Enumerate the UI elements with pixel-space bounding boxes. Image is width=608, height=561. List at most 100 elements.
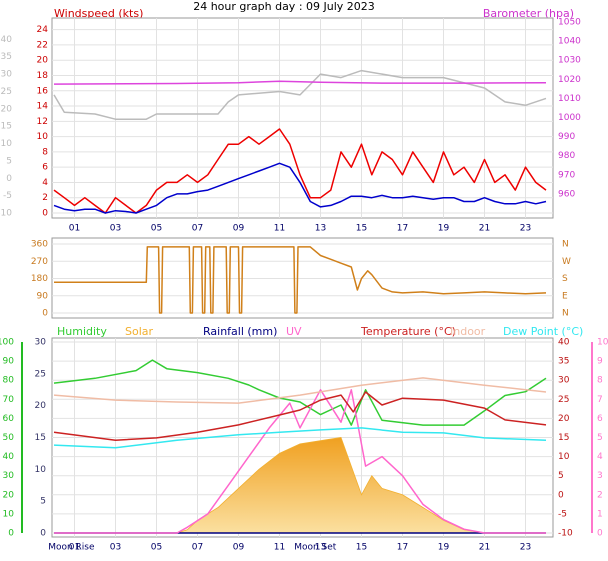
y-tick-label: 5 [558, 471, 564, 481]
x-tick-label: 13 [315, 543, 326, 553]
legend-label: Rainfall (mm) [203, 325, 277, 338]
y-tick-label: 20 [558, 414, 570, 424]
y-tick-label: 4 [42, 178, 48, 188]
legend-label: Temperature (°C) [360, 325, 456, 338]
line [54, 389, 546, 534]
line [53, 80, 547, 85]
line [54, 246, 547, 314]
y-tick-label: 15 [1, 122, 12, 132]
y-tick-label: 30 [35, 338, 47, 348]
y-tick-label: 16 [37, 86, 49, 96]
y-tick-label: 22 [37, 40, 48, 50]
y-tick-label: -5 [558, 509, 567, 519]
y-tick-label: 25 [1, 87, 12, 97]
y-tick-label: 0 [8, 529, 14, 539]
x-tick-label: 11 [274, 224, 285, 234]
y-tick-label: 10 [35, 465, 47, 475]
x-tick-label: 13 [315, 224, 326, 234]
y-tick-label: 1 [597, 509, 603, 519]
page-title: 24 hour graph day : 09 July 2023 [193, 0, 375, 13]
x-tick-label: 17 [397, 224, 408, 234]
y-tick-label: 30 [1, 70, 13, 80]
y-tick-label: 2 [42, 193, 48, 203]
y-tick-label: 70 [3, 395, 15, 405]
annotation: Moon Set [294, 543, 337, 553]
y-tick-label: 1000 [558, 113, 581, 123]
x-tick-label: 21 [479, 543, 490, 553]
y-tick-label: 960 [558, 189, 575, 199]
annotation: Moon Rise [48, 543, 95, 553]
y-tick-label: 8 [42, 147, 48, 157]
y-tick-label: 970 [558, 170, 575, 180]
y-tick-label: 30 [558, 376, 570, 386]
x-tick-label: 01 [69, 224, 80, 234]
y-tick-label: 10 [597, 338, 608, 348]
y-tick-label: 0 [6, 174, 12, 184]
barometer-axis-title: Barometer (hpa) [483, 7, 574, 20]
x-tick-label: 09 [233, 224, 245, 234]
y-tick-label: 7 [597, 395, 603, 405]
y-tick-label: 990 [558, 132, 575, 142]
y-tick-label: 0 [42, 309, 48, 319]
x-tick-label: 21 [479, 224, 490, 234]
legend-label: UV [286, 325, 302, 338]
y-tick-label: 50 [3, 433, 15, 443]
x-tick-label: 05 [151, 543, 162, 553]
x-tick-label: 07 [192, 543, 203, 553]
line [53, 427, 547, 449]
y-tick-label: 40 [1, 35, 13, 45]
legend-label: Humidity [57, 325, 107, 338]
line [53, 391, 547, 441]
y-tick-label: 20 [35, 401, 47, 411]
y-tick-label: 10 [558, 452, 570, 462]
x-tick-label: 05 [151, 224, 162, 234]
y-tick-label: 60 [3, 414, 15, 424]
wind-axis-title: Windspeed (kts) [54, 7, 143, 20]
y-tick-label: 1040 [558, 37, 581, 47]
x-tick-label: 23 [520, 224, 531, 234]
y-tick-label: 14 [37, 102, 49, 112]
y-tick-label: 5 [6, 156, 12, 166]
y-tick-label: 20 [3, 490, 15, 500]
line [53, 162, 547, 214]
y-tick-label: 1010 [558, 94, 581, 104]
y-tick-label: 270 [31, 257, 48, 267]
y-tick-label: 10 [37, 132, 49, 142]
y-tick-label: 6 [597, 414, 603, 424]
x-tick-label: 15 [356, 543, 367, 553]
x-tick-label: 23 [520, 543, 531, 553]
y-tick-label: 1050 [558, 18, 581, 28]
y-tick-label: 2 [597, 490, 603, 500]
y-tick-label: 0 [40, 529, 46, 539]
y-tick-label: E [562, 291, 568, 301]
y-tick-label: 40 [3, 452, 15, 462]
x-tick-label: 03 [110, 224, 121, 234]
y-tick-label: 15 [558, 433, 569, 443]
y-tick-label: 5 [597, 433, 603, 443]
y-tick-label: 360 [31, 240, 48, 250]
x-tick-label: 15 [356, 224, 367, 234]
y-tick-label: W [562, 257, 571, 267]
y-tick-label: 0 [558, 490, 564, 500]
y-tick-label: 40 [558, 338, 570, 348]
y-tick-label: 90 [37, 291, 49, 301]
y-tick-label: 25 [558, 395, 569, 405]
y-tick-label: -5 [3, 191, 12, 201]
y-tick-label: S [562, 274, 568, 284]
x-tick-label: 19 [438, 543, 450, 553]
line [53, 377, 547, 404]
y-tick-label: 980 [558, 151, 575, 161]
y-tick-label: 0 [42, 209, 48, 219]
line [53, 69, 547, 120]
x-tick-label: 01 [69, 543, 80, 553]
x-tick-label: 03 [110, 543, 121, 553]
y-tick-label: N [562, 240, 569, 250]
y-tick-label: 20 [1, 104, 13, 114]
y-tick-label: 20 [37, 56, 49, 66]
y-tick-label: 15 [35, 433, 46, 443]
y-tick-label: 24 [37, 25, 49, 35]
y-tick-label: -10 [558, 529, 573, 539]
y-tick-label: 3 [597, 471, 603, 481]
y-tick-label: 90 [3, 357, 15, 367]
x-tick-label: 09 [233, 543, 245, 553]
